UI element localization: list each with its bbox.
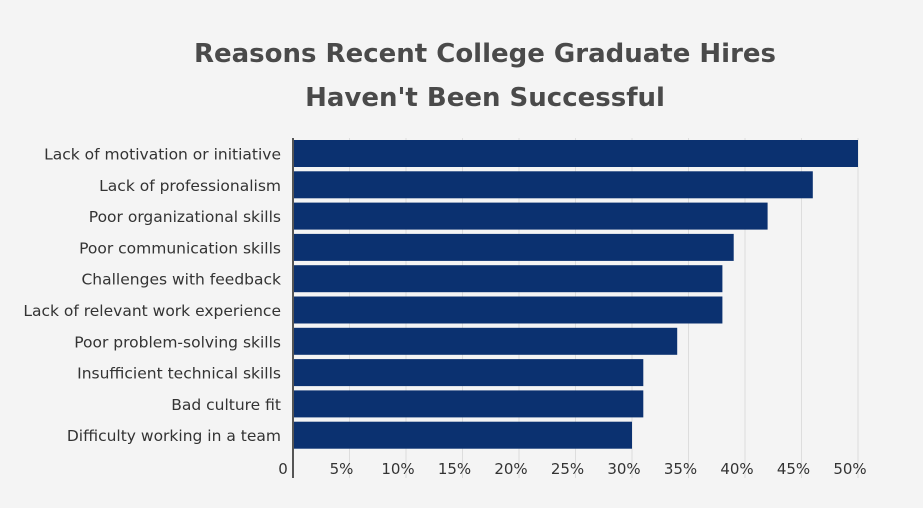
bar-6 xyxy=(293,327,678,355)
category-label-6: Poor problem-solving skills xyxy=(74,333,281,351)
x-tick-label-0: 0 xyxy=(278,460,288,478)
x-tick-label-40: 40% xyxy=(720,460,753,478)
x-tick-label-25: 25% xyxy=(551,460,584,478)
x-tick-label-20: 20% xyxy=(494,460,527,478)
bar-8 xyxy=(293,390,644,418)
chart-title-line-1: Reasons Recent College Graduate Hires xyxy=(193,39,777,69)
bar-1 xyxy=(293,171,813,199)
x-tick-label-45: 45% xyxy=(777,460,810,478)
x-tick-label-10: 10% xyxy=(381,460,414,478)
x-tick-label-50: 50% xyxy=(833,460,866,478)
category-label-0: Lack of motivation or initiative xyxy=(44,146,281,164)
bars xyxy=(293,140,858,449)
x-tick-label-15: 15% xyxy=(438,460,471,478)
category-label-2: Poor organizational skills xyxy=(89,208,281,226)
category-label-5: Lack of relevant work experience xyxy=(23,302,281,320)
category-label-7: Insufficient technical skills xyxy=(77,365,281,383)
category-labels: Lack of motivation or initiative Lack of … xyxy=(23,146,281,446)
bar-9 xyxy=(293,421,632,449)
x-tick-label-35: 35% xyxy=(664,460,697,478)
bar-4 xyxy=(293,265,723,293)
bar-2 xyxy=(293,202,768,230)
x-tick-labels: 0 5% 10% 15% 20% 25% 30% 35% 40% 45% 50% xyxy=(278,460,866,478)
bar-0 xyxy=(293,140,858,167)
category-label-8: Bad culture fit xyxy=(171,396,281,414)
x-tick-label-30: 30% xyxy=(607,460,640,478)
category-label-9: Difficulty working in a team xyxy=(67,427,281,445)
bar-5 xyxy=(293,296,723,324)
category-label-3: Poor communication skills xyxy=(79,239,281,257)
category-label-1: Lack of professionalism xyxy=(99,177,281,195)
category-label-4: Challenges with feedback xyxy=(81,271,281,289)
bar-7 xyxy=(293,359,644,387)
chart-title: Reasons Recent College Graduate Hires Ha… xyxy=(0,32,923,120)
chart-title-line-2: Haven't Been Successful xyxy=(305,83,665,113)
x-tick-label-5: 5% xyxy=(330,460,354,478)
bar-3 xyxy=(293,233,734,261)
